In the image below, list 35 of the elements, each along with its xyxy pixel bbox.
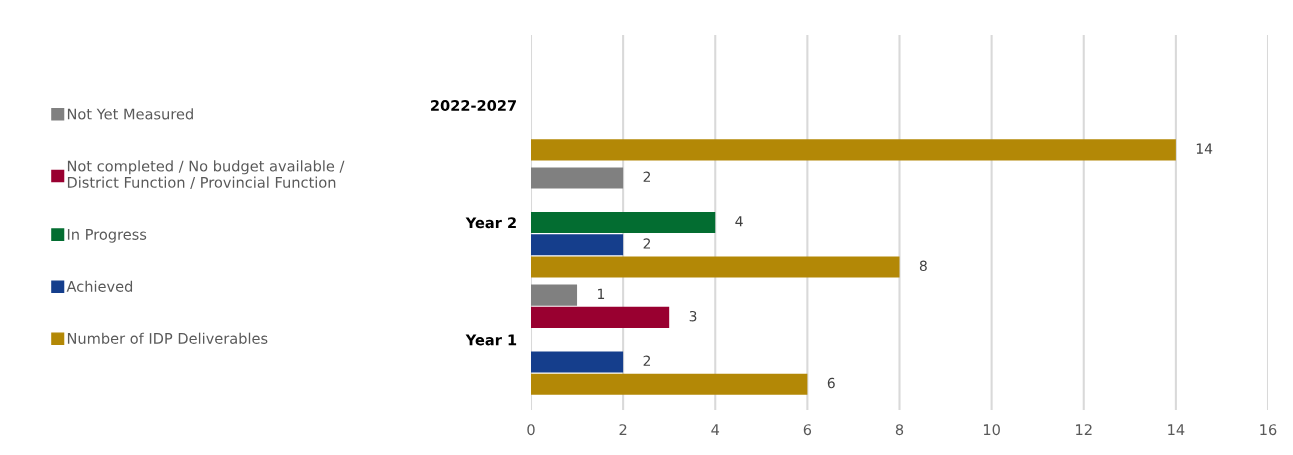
x-tick-label: 2 <box>619 424 627 435</box>
y-tick-label: 2022-2027 <box>431 100 516 112</box>
data-label: 4 <box>735 216 743 227</box>
bar <box>531 234 624 256</box>
x-tick-label: 0 <box>527 424 535 436</box>
data-label: 8 <box>919 260 927 272</box>
y-tick-label: Year 1 <box>465 334 517 346</box>
legend-label: Achieved <box>66 280 133 292</box>
bar <box>531 256 900 278</box>
x-tick-label: 12 <box>1076 424 1092 435</box>
legend-label: Not completed / No budget available / District Function / Provincial Function <box>67 160 345 190</box>
data-label: 6 <box>827 377 835 389</box>
bar <box>531 139 1176 161</box>
data-label: 2 <box>643 238 651 249</box>
bar <box>531 351 624 373</box>
data-label: 1 <box>598 288 605 299</box>
data-label: 3 <box>689 310 697 322</box>
data-label: 2 <box>643 171 651 182</box>
bar <box>531 167 624 189</box>
x-tick-label: 16 <box>1260 424 1277 436</box>
x-tick-label: 6 <box>803 424 812 436</box>
x-tick-label: 8 <box>895 424 904 436</box>
bar <box>531 284 578 306</box>
bar <box>531 306 670 328</box>
x-tick-label: 10 <box>983 424 1000 436</box>
data-label: 2 <box>643 355 651 366</box>
x-tick-label: 14 <box>1168 424 1185 435</box>
bar <box>531 373 808 395</box>
x-tick-label: 4 <box>711 424 720 435</box>
data-label: 14 <box>1196 143 1213 154</box>
legend-label: Not Yet Measured <box>67 108 193 120</box>
bar <box>531 211 716 234</box>
legend-label: Number of IDP Deliverables <box>67 332 268 344</box>
legend-label: In Progress <box>67 229 147 243</box>
y-tick-label: Year 2 <box>465 217 516 229</box>
